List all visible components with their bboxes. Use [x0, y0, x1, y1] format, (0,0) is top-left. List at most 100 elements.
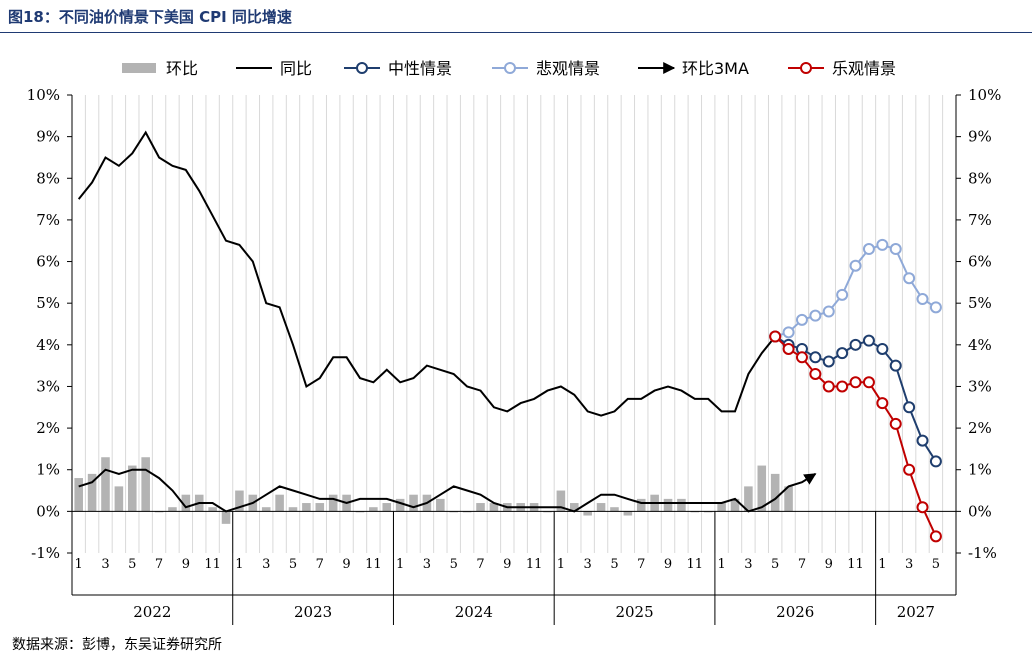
bar-mom [235, 490, 244, 512]
y-tick-label-right: 10% [968, 86, 1001, 104]
series-line-line-marker [774, 335, 937, 537]
scenario-point [889, 243, 902, 256]
x-month-tick-label: 9 [664, 557, 672, 572]
legend-label: 同比 [280, 59, 312, 78]
scenario-point [782, 342, 795, 355]
bar-mom [302, 503, 311, 512]
x-month-tick-label: 7 [637, 557, 645, 572]
legend-swatch-marker [800, 62, 812, 74]
x-month-tick-label: 9 [342, 557, 350, 572]
x-month-tick-label: 1 [75, 557, 83, 572]
x-year-label: 2024 [455, 603, 493, 621]
scenario-point [849, 376, 862, 389]
scenario-point [836, 288, 849, 301]
scenario-point [836, 347, 849, 360]
y-tick-label-right: 6% [968, 253, 992, 271]
bar-mom [556, 490, 566, 512]
x-month-tick-label: 3 [101, 557, 109, 572]
bar-mom [730, 498, 740, 512]
x-month-tick-label: 5 [610, 557, 618, 572]
scenario-point [929, 301, 942, 314]
bar-mom [583, 511, 592, 516]
x-month-tick-label: 11 [526, 557, 543, 572]
legend-item: 环比3MA [638, 59, 749, 78]
bar-mom [168, 507, 177, 512]
scenario-point [836, 380, 849, 393]
x-month-tick-label: 5 [289, 557, 297, 572]
data-source-note: 数据来源：彭博，东吴证券研究所 [12, 637, 222, 653]
axes [67, 94, 961, 625]
bar-mom [636, 498, 646, 512]
x-month-tick-label: 3 [584, 557, 592, 572]
legend-item: 悲观情景 [492, 59, 600, 78]
scenario-point [849, 259, 862, 272]
bar-mom [288, 507, 298, 512]
scenario-point [903, 272, 916, 285]
x-year-label: 2025 [615, 603, 653, 621]
bar-mom [436, 498, 445, 512]
legend-label: 悲观情景 [536, 59, 600, 78]
y-tick-label-right: 3% [968, 377, 992, 395]
y-tick-label-left: 6% [36, 253, 60, 271]
y-tick-label-right: 9% [968, 128, 992, 146]
scenario-point [822, 380, 835, 393]
x-month-tick-label: 3 [744, 557, 752, 572]
bar-mom [127, 465, 137, 512]
y-tick-label-left: 3% [36, 377, 60, 395]
legend: 环比 同比 中性情景 悲观情景 环比3MA 乐观情景 [122, 59, 896, 78]
series-line-line [77, 130, 776, 417]
scenario-point [889, 417, 902, 430]
tick-labels: -1% -1% 0% 0% 1% 1% 2% 2% 3% 3% 4% 4% 5% 5% 6% 6% 7% 7% 8%… [27, 86, 1002, 621]
bar-mom [261, 507, 271, 512]
x-month-tick-label: 7 [798, 557, 806, 572]
x-month-tick-label: 7 [316, 557, 324, 572]
legend-item: 环比 [122, 59, 198, 78]
bar-mom [623, 511, 633, 516]
scenario-point [862, 243, 875, 256]
x-month-tick-label: 1 [717, 557, 725, 572]
y-tick-label-right: 5% [968, 294, 992, 312]
scenario-point [809, 351, 822, 364]
y-tick-label-left: 10% [27, 86, 60, 104]
bar-mom [744, 486, 753, 512]
scenario-point [862, 334, 875, 347]
x-month-tick-label: 1 [235, 557, 243, 572]
y-tick-label-right: 2% [968, 419, 992, 437]
y-tick-label-left: -1% [31, 544, 60, 562]
y-tick-label-left: 2% [36, 419, 60, 437]
bar-mom [328, 494, 338, 512]
bar-mom [369, 507, 378, 512]
legend-swatch-marker [356, 62, 368, 74]
legend-label: 环比3MA [682, 59, 749, 78]
bar-mom [596, 503, 606, 512]
x-year-label: 2022 [133, 603, 171, 621]
scenario-point [876, 238, 889, 251]
x-month-tick-label: 3 [423, 557, 431, 572]
bar-mom [221, 511, 231, 524]
legend-item: 中性情景 [344, 59, 452, 78]
scenario-point [809, 309, 822, 322]
scenario-point [903, 463, 916, 476]
x-month-tick-label: 7 [155, 557, 163, 572]
bar-mom [181, 494, 191, 512]
scenario-point [916, 434, 929, 447]
y-tick-label-left: 5% [36, 294, 60, 312]
bar-mom [395, 498, 405, 512]
scenario-point [849, 338, 862, 351]
x-month-tick-label: 11 [687, 557, 704, 572]
gridlines [71, 95, 957, 553]
figure-title: 图18：不同油价情景下美国 CPI 同比增速 [8, 8, 292, 26]
scenario-point [795, 313, 808, 326]
scenario-point [809, 367, 822, 380]
cpi-scenario-chart: -1% -1% 0% 0% 1% 1% 2% 2% 3% 3% 4% 4% 5% 5% 6% 6% 7% 7% 8%… [27, 59, 1002, 625]
bar-mom [409, 494, 418, 512]
bar-mom [101, 457, 110, 512]
x-month-tick-label: 3 [905, 557, 913, 572]
x-month-tick-label: 1 [557, 557, 565, 572]
scenario-point [929, 530, 942, 543]
title-divider [0, 32, 1032, 33]
scenario-point [889, 359, 902, 372]
bar-mom [717, 503, 726, 512]
x-month-tick-label: 5 [450, 557, 458, 572]
legend-item: 乐观情景 [788, 59, 896, 78]
